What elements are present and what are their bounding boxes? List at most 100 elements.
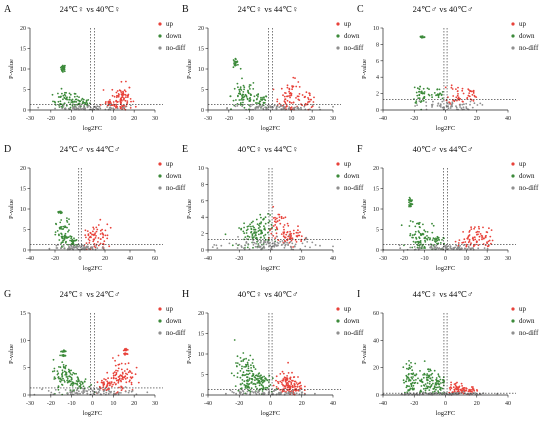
legend-marker-nodiff — [511, 331, 515, 335]
point-nodiff — [251, 390, 253, 393]
point-down — [245, 357, 248, 360]
point-down — [427, 374, 430, 377]
point-up — [462, 231, 464, 233]
point-up — [123, 370, 126, 372]
point-down — [429, 380, 431, 383]
point-nodiff — [425, 105, 428, 107]
point-up — [129, 107, 132, 109]
panel-f: F 40℃♂ vs 44℃♂-30 -20 -10 0 10 20 3005101520log… — [357, 144, 539, 272]
point-down — [64, 366, 67, 368]
point-down — [250, 221, 253, 224]
point-down — [230, 108, 232, 111]
point-nodiff — [109, 103, 112, 106]
point-down — [59, 100, 62, 103]
point-nodiff — [241, 389, 244, 392]
point-down — [439, 378, 442, 381]
point-nodiff — [273, 241, 276, 243]
point-nodiff — [263, 239, 265, 242]
point-down — [251, 377, 253, 380]
point-down — [62, 377, 64, 380]
point-up — [470, 386, 473, 388]
point-up — [110, 382, 112, 385]
point-up — [456, 94, 459, 97]
point-down — [68, 98, 71, 101]
point-up — [284, 385, 287, 388]
point-down — [423, 97, 425, 100]
point-down — [435, 94, 437, 97]
point-down — [406, 391, 409, 393]
point-down — [436, 386, 439, 389]
point-down — [61, 384, 64, 386]
point-up — [280, 217, 283, 220]
point-down — [66, 217, 68, 220]
legend-marker-up — [158, 22, 162, 26]
point-down — [248, 389, 251, 392]
data-points — [37, 64, 137, 111]
point-up — [123, 352, 125, 355]
y-tick-label: 0 — [23, 393, 26, 399]
point-up — [287, 388, 289, 391]
point-up — [282, 94, 284, 97]
point-down — [71, 104, 74, 107]
point-up — [305, 91, 308, 94]
point-down — [256, 387, 258, 390]
point-nodiff — [83, 389, 86, 391]
point-down — [248, 369, 250, 372]
point-down — [412, 373, 414, 375]
legend-label: up — [166, 160, 174, 168]
point-down — [435, 388, 437, 391]
point-up — [99, 229, 102, 232]
point-up — [92, 226, 95, 229]
point-nodiff — [220, 244, 223, 247]
point-down — [414, 230, 417, 233]
point-up — [97, 237, 100, 239]
x-tick-label: -40 — [204, 401, 212, 407]
point-nodiff — [298, 393, 301, 395]
point-nodiff — [465, 107, 468, 110]
point-nodiff — [278, 106, 281, 109]
point-up — [290, 235, 293, 237]
point-nodiff — [118, 391, 120, 394]
point-down — [56, 230, 59, 232]
point-down — [244, 385, 247, 388]
point-nodiff — [287, 391, 290, 393]
point-nodiff — [96, 247, 99, 250]
point-nodiff — [265, 107, 267, 109]
x-axis-label: log2FC — [83, 410, 103, 417]
point-down — [414, 225, 417, 228]
point-down — [432, 224, 435, 227]
point-up — [124, 375, 127, 378]
point-up — [108, 381, 111, 384]
point-up — [285, 233, 288, 236]
point-down — [437, 390, 439, 392]
point-nodiff — [332, 105, 334, 108]
point-up — [129, 98, 132, 100]
point-down — [247, 365, 250, 367]
y-axis-label: P-value — [8, 199, 15, 219]
point-down — [245, 96, 248, 98]
point-nodiff — [37, 106, 40, 109]
point-up — [120, 362, 123, 365]
y-tick-label: 6 — [376, 59, 379, 65]
point-down — [252, 82, 255, 84]
point-down — [420, 380, 422, 382]
point-down — [410, 203, 413, 206]
point-up — [286, 231, 289, 233]
y-tick-label: 15 — [20, 311, 26, 317]
point-down — [72, 372, 75, 374]
point-down — [264, 99, 267, 102]
point-up — [473, 236, 476, 239]
point-up — [461, 87, 464, 90]
point-up — [279, 222, 282, 225]
point-up — [275, 379, 277, 382]
point-up — [275, 232, 278, 235]
point-nodiff — [69, 393, 72, 395]
point-up — [451, 88, 454, 90]
point-down — [424, 389, 427, 392]
point-down — [252, 358, 254, 361]
point-nodiff — [58, 391, 61, 394]
point-down — [75, 380, 78, 382]
point-up — [105, 386, 108, 388]
point-down — [419, 85, 421, 88]
